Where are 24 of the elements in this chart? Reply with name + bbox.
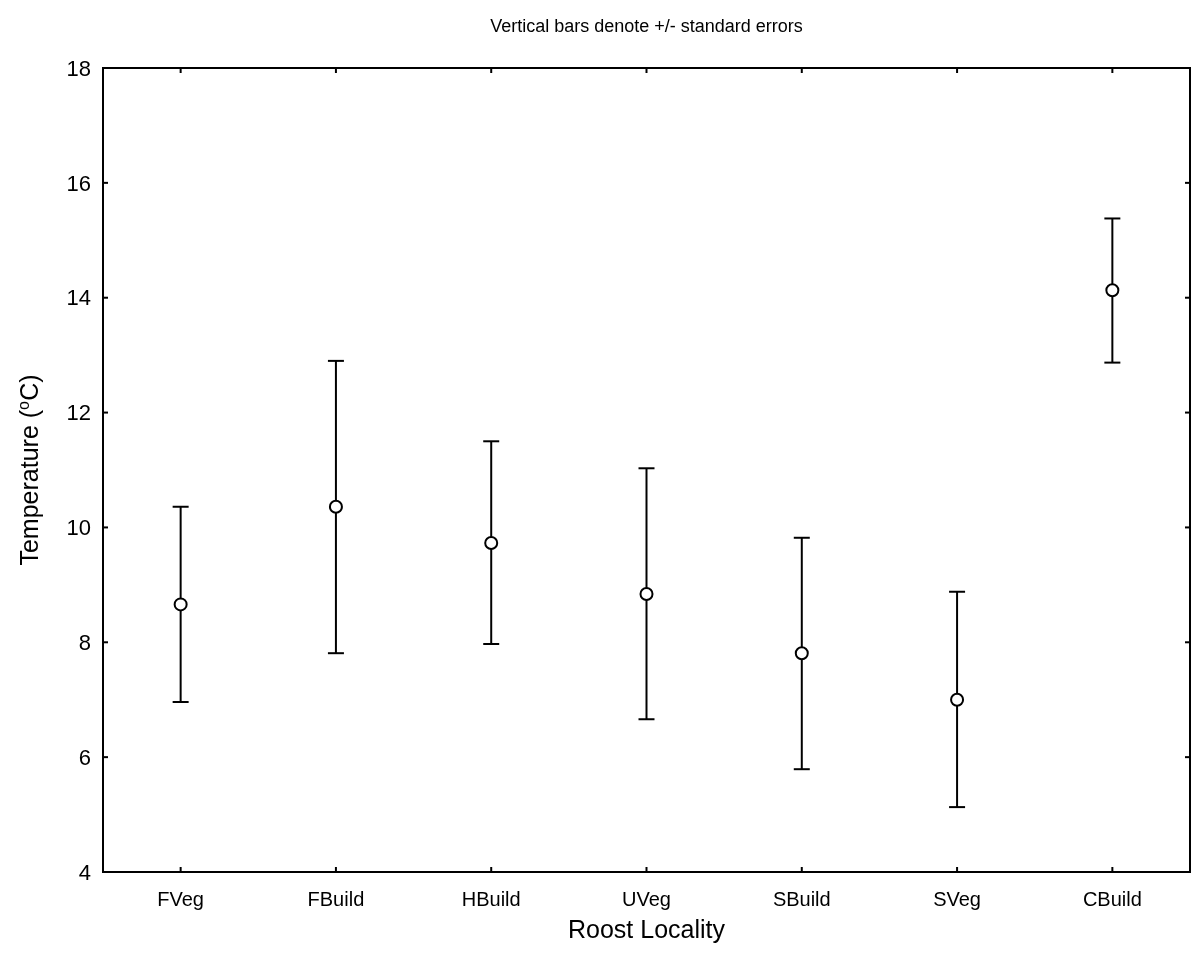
y-tick-label: 16 bbox=[66, 170, 91, 196]
y-tick-label: 18 bbox=[66, 55, 91, 81]
chart-title: Vertical bars denote +/- standard errors bbox=[490, 16, 803, 36]
y-tick-label: 8 bbox=[78, 629, 91, 655]
point bbox=[1105, 283, 1120, 298]
y-tick-label: 12 bbox=[66, 400, 91, 426]
point bbox=[328, 499, 343, 514]
y-tick-label: 6 bbox=[78, 744, 91, 770]
x-tick-label: CBuild bbox=[1082, 888, 1142, 910]
point bbox=[484, 535, 499, 550]
x-tick-label: HBuild bbox=[461, 888, 521, 910]
x-tick-label: SVeg bbox=[933, 888, 981, 910]
x-tick-label: FVeg bbox=[157, 888, 204, 910]
x-tick-label: FBuild bbox=[307, 888, 365, 910]
point bbox=[639, 587, 654, 602]
x-tick-label: SBuild bbox=[772, 888, 831, 910]
point bbox=[173, 597, 188, 612]
point bbox=[950, 692, 965, 707]
point bbox=[794, 646, 809, 661]
x-tick-label: UVeg bbox=[622, 888, 671, 910]
x-axis-title: Roost Locality bbox=[567, 915, 726, 943]
y-tick-label: 14 bbox=[66, 285, 91, 311]
y-tick-label: 10 bbox=[66, 515, 91, 541]
y-tick-label: 4 bbox=[78, 859, 91, 885]
